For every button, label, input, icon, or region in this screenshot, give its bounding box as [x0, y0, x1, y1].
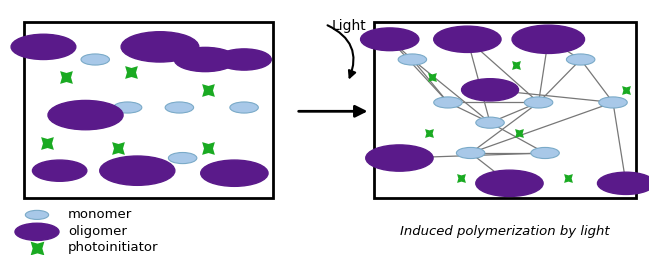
Circle shape — [462, 79, 519, 101]
Circle shape — [165, 102, 194, 113]
Circle shape — [476, 170, 543, 196]
Circle shape — [48, 100, 123, 130]
Circle shape — [99, 156, 175, 185]
Circle shape — [599, 97, 627, 108]
Circle shape — [597, 172, 650, 195]
Circle shape — [25, 210, 49, 219]
Circle shape — [531, 148, 559, 159]
Circle shape — [525, 97, 552, 108]
Circle shape — [32, 160, 87, 181]
Text: oligomer: oligomer — [68, 225, 127, 238]
Circle shape — [15, 223, 59, 240]
Circle shape — [476, 117, 504, 128]
Circle shape — [81, 54, 109, 65]
Circle shape — [512, 25, 584, 53]
Circle shape — [366, 145, 433, 171]
Circle shape — [201, 160, 268, 186]
Circle shape — [434, 26, 501, 52]
Circle shape — [217, 49, 271, 70]
Circle shape — [113, 102, 142, 113]
Circle shape — [207, 54, 236, 65]
Circle shape — [398, 54, 426, 65]
Text: monomer: monomer — [68, 208, 133, 221]
Text: Induced polymerization by light: Induced polymerization by light — [400, 225, 610, 238]
Circle shape — [456, 148, 485, 159]
Circle shape — [434, 97, 462, 108]
Circle shape — [361, 28, 419, 51]
Circle shape — [11, 34, 76, 60]
Circle shape — [168, 152, 197, 164]
Circle shape — [174, 47, 237, 72]
Circle shape — [121, 32, 199, 62]
Text: photoinitiator: photoinitiator — [68, 241, 159, 254]
Text: Light: Light — [332, 19, 366, 33]
Circle shape — [566, 54, 595, 65]
FancyBboxPatch shape — [24, 22, 273, 198]
Circle shape — [230, 102, 258, 113]
FancyBboxPatch shape — [374, 22, 636, 198]
